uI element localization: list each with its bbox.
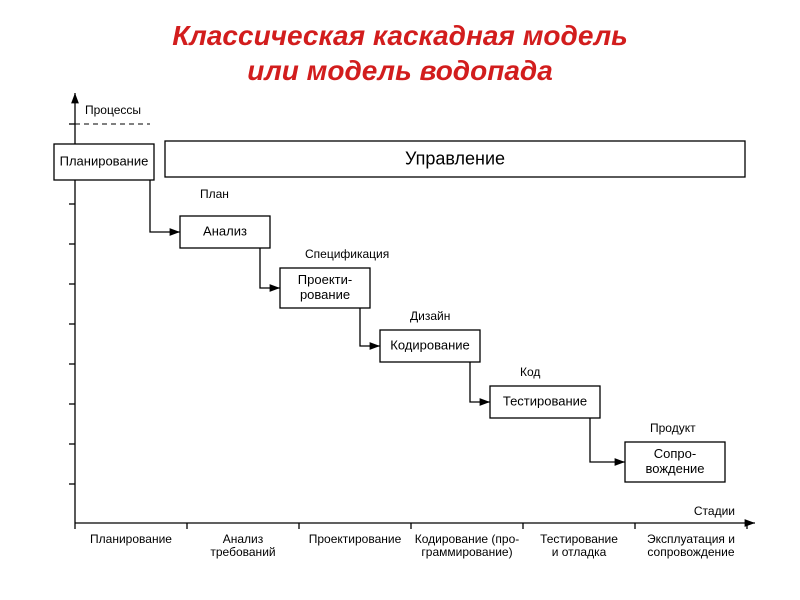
x-axis-stage-label: Кодирование (про-граммирование)	[415, 532, 520, 559]
slide-title: Классическая каскадная модель или модель…	[0, 0, 800, 88]
x-axis-stage-label: Анализтребований	[210, 532, 275, 559]
edge-label-planning-analysis: План	[200, 187, 229, 201]
stage-label-maint: Сопро-вождение	[645, 446, 704, 476]
edge-label-testing-maint: Продукт	[650, 421, 696, 435]
x-axis-stage-label: Планирование	[90, 532, 172, 546]
x-axis-stage-label: Эксплуатация исопровождение	[647, 532, 735, 559]
title-line2-rest: модель водопада	[299, 55, 553, 86]
edge-label-analysis-design: Спецификация	[305, 247, 389, 261]
x-axis-stage-label: Тестированиеи отладка	[540, 532, 618, 559]
edge-label-coding-testing: Код	[520, 365, 540, 379]
waterfall-diagram: Процессы Планирование Анализтребований Прое…	[0, 88, 800, 578]
x-axis-stage-label: Проектирование	[309, 532, 402, 546]
y-axis-label: Процессы	[85, 103, 141, 117]
stage-label-management: Управление	[405, 148, 505, 168]
edge-analysis-design	[260, 248, 280, 288]
edge-coding-testing	[470, 362, 490, 402]
stage-label-analysis: Анализ	[203, 224, 247, 239]
edge-testing-maint	[590, 418, 625, 462]
stage-label-testing: Тестирование	[503, 394, 587, 409]
title-line1: Классическая каскадная модель	[172, 20, 628, 51]
title-line2-em: или	[247, 55, 299, 86]
edge-design-coding	[360, 308, 380, 346]
stage-label-coding: Кодирование	[390, 338, 470, 353]
stage-label-planning: Планирование	[60, 154, 149, 169]
edge-planning-analysis	[150, 180, 180, 232]
stage-label-design: Проекти-рование	[298, 272, 352, 302]
x-axis-label: Стадии	[694, 504, 735, 518]
edge-label-design-coding: Дизайн	[410, 309, 450, 323]
